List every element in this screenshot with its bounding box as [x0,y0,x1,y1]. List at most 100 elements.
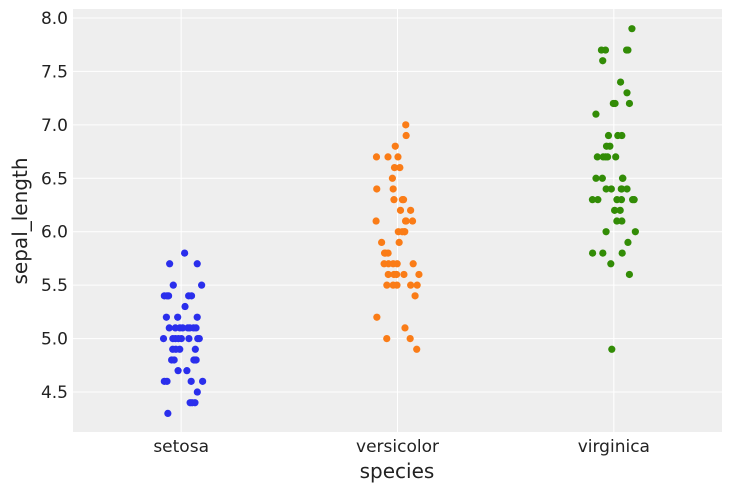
point-versicolor [384,249,392,257]
point-virginica [602,228,610,236]
point-setosa [192,356,200,364]
point-setosa [185,334,193,343]
point-versicolor [373,313,381,321]
point-virginica [592,174,600,182]
point-versicolor [415,270,423,279]
point-setosa [179,324,187,332]
point-setosa [187,377,195,385]
point-versicolor [406,334,414,343]
point-setosa [187,292,196,300]
point-setosa [163,292,171,300]
point-virginica [598,174,606,182]
point-versicolor [401,217,410,225]
point-setosa [162,313,170,321]
point-versicolor [400,270,408,279]
point-versicolor [373,185,381,193]
point-versicolor [411,292,419,300]
point-setosa [181,249,189,257]
point-setosa [195,334,203,343]
point-versicolor [378,238,386,247]
y-tick-label: 7.5 [41,62,68,82]
point-versicolor [396,206,405,214]
point-versicolor [390,196,398,204]
point-versicolor [380,260,388,268]
point-virginica [631,228,639,236]
point-virginica [599,249,607,257]
point-versicolor [399,196,408,204]
point-virginica [616,78,625,86]
point-versicolor [402,121,410,129]
point-versicolor [390,163,399,172]
y-tick-label: 5.0 [41,330,68,350]
point-versicolor [393,260,401,268]
point-virginica [618,185,626,193]
point-virginica [599,57,607,65]
point-virginica [602,185,610,193]
point-versicolor [389,281,397,289]
y-tick-label: 8.0 [41,9,68,29]
point-versicolor [407,281,415,289]
point-versicolor [383,334,391,343]
point-virginica [618,174,627,182]
y-tick-label: 6.0 [41,223,68,243]
point-virginica [592,110,600,118]
point-virginica [608,345,616,353]
point-virginica [622,46,631,54]
point-versicolor [398,228,406,236]
point-virginica [623,89,631,97]
point-virginica [613,217,621,225]
point-virginica [602,142,611,150]
point-virginica [612,153,620,161]
point-virginica [597,46,606,54]
point-versicolor [384,153,392,161]
point-versicolor [383,281,391,289]
point-setosa [174,367,182,375]
point-virginica [628,25,636,33]
point-versicolor [372,153,381,161]
point-setosa [159,334,168,343]
point-virginica [603,153,612,161]
x-tick-label: versicolor [356,437,439,457]
point-virginica [618,217,626,225]
y-tick-label: 6.5 [41,169,68,189]
point-versicolor [395,238,403,247]
point-virginica [616,206,624,214]
point-versicolor [402,131,410,140]
y-tick-label: 7.0 [41,116,68,136]
point-setosa [193,313,201,321]
point-virginica [625,270,634,279]
point-setosa [186,324,194,332]
data-points [159,25,639,418]
point-setosa [183,367,191,375]
point-versicolor [409,260,417,268]
point-setosa [165,324,173,332]
point-versicolor [384,270,392,279]
point-versicolor [391,142,399,150]
x-tick-label: virginica [578,437,650,457]
point-virginica [623,185,631,193]
point-versicolor [394,153,402,161]
point-versicolor [393,270,401,279]
x-tick-labels: setosa versicolor virginica [153,437,650,457]
point-versicolor [407,206,415,214]
point-versicolor [388,174,397,182]
point-virginica [588,196,597,204]
point-virginica [607,260,615,268]
point-virginica [594,196,602,204]
point-virginica [611,206,619,214]
point-setosa [193,388,201,396]
point-virginica [624,238,632,247]
y-axis-label: sepal_length [8,158,32,285]
point-setosa [198,281,206,289]
point-virginica [618,249,626,257]
point-virginica [618,131,626,140]
point-setosa [191,345,199,353]
point-virginica [630,196,638,204]
point-virginica [609,99,617,108]
point-setosa [166,260,174,268]
point-virginica [593,153,601,161]
point-setosa [174,334,182,343]
point-setosa [174,313,182,321]
point-virginica [588,249,597,257]
